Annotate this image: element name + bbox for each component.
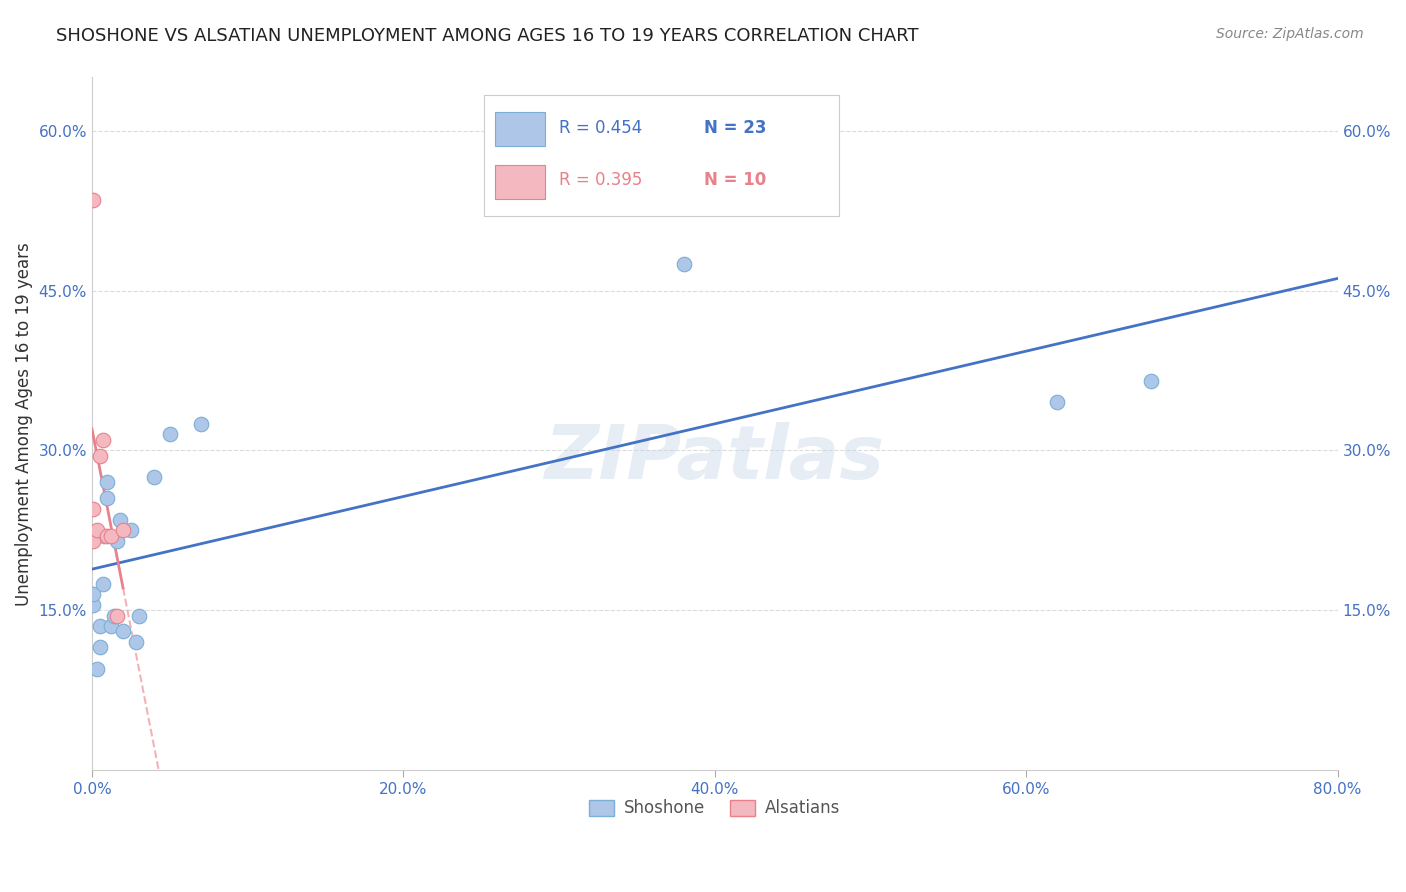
Shoshone — [128, 608, 150, 623]
Shoshone — [1046, 395, 1069, 409]
Text: SHOSHONE VS ALSATIAN UNEMPLOYMENT AMONG AGES 16 TO 19 YEARS CORRELATION CHART: SHOSHONE VS ALSATIAN UNEMPLOYMENT AMONG … — [56, 27, 920, 45]
Shoshone — [672, 257, 695, 271]
Alsatians — [100, 528, 122, 542]
Shoshone — [100, 619, 122, 633]
Shoshone — [96, 491, 118, 506]
Alsatians — [96, 528, 118, 542]
Shoshone — [159, 427, 181, 442]
Alsatians — [82, 193, 104, 207]
Alsatians — [112, 523, 135, 537]
Shoshone — [96, 475, 118, 490]
Shoshone — [89, 640, 111, 655]
Alsatians — [82, 502, 104, 516]
Shoshone — [82, 587, 104, 601]
Alsatians — [91, 433, 114, 447]
Text: ZIPatlas: ZIPatlas — [544, 422, 884, 495]
Shoshone — [93, 528, 115, 542]
Alsatians — [82, 533, 104, 548]
Shoshone — [190, 417, 212, 431]
Shoshone — [105, 533, 128, 548]
Shoshone — [86, 662, 108, 676]
Shoshone — [91, 576, 114, 591]
Shoshone — [89, 619, 111, 633]
Shoshone — [82, 598, 104, 612]
Shoshone — [124, 635, 146, 649]
Shoshone — [1139, 374, 1161, 388]
Shoshone — [103, 608, 125, 623]
Y-axis label: Unemployment Among Ages 16 to 19 years: Unemployment Among Ages 16 to 19 years — [15, 242, 32, 606]
Alsatians — [89, 449, 111, 463]
Legend: Shoshone, Alsatians: Shoshone, Alsatians — [582, 793, 848, 824]
Shoshone — [112, 624, 135, 639]
Shoshone — [120, 523, 142, 537]
Shoshone — [143, 470, 166, 484]
Alsatians — [86, 523, 108, 537]
Text: Source: ZipAtlas.com: Source: ZipAtlas.com — [1216, 27, 1364, 41]
Alsatians — [105, 608, 128, 623]
Shoshone — [108, 513, 131, 527]
